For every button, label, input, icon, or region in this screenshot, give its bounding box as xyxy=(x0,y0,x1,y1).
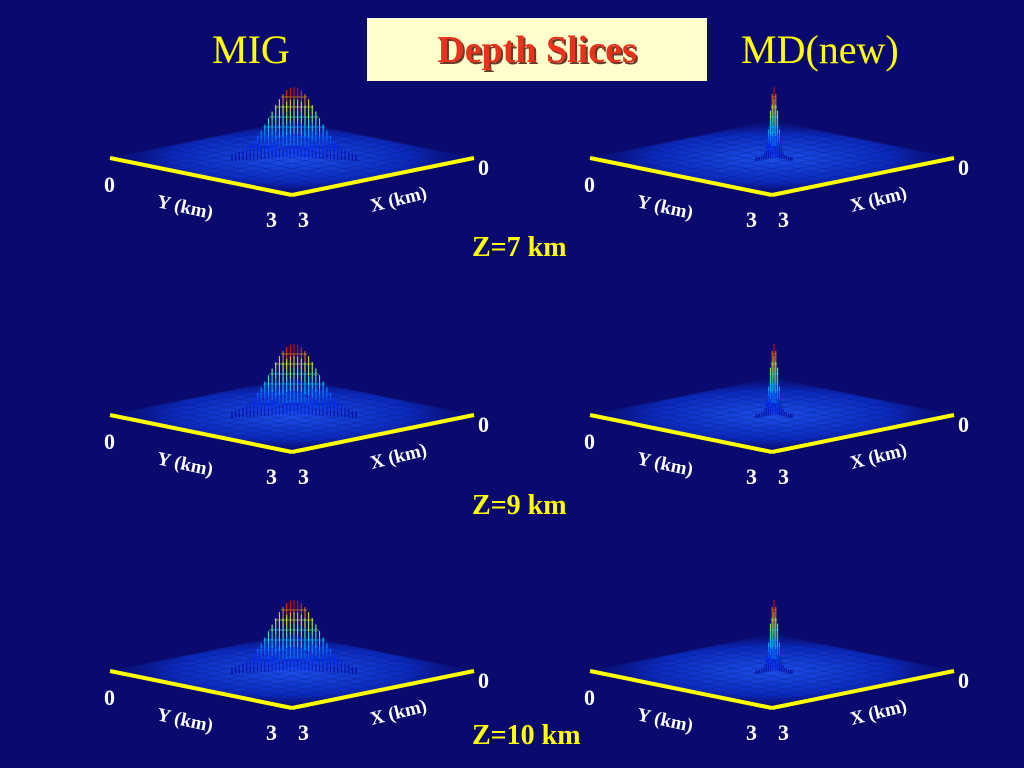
x-axis-start-label: 0 xyxy=(478,412,489,437)
x-axis-title: X (km) xyxy=(848,440,909,474)
x-axis-line xyxy=(291,413,475,454)
x-axis-start-label: 0 xyxy=(478,668,489,693)
x-axis-end-label: 3 xyxy=(298,720,309,745)
x-axis-start-label: 0 xyxy=(958,412,969,437)
y-axis-title: Y (km) xyxy=(635,448,695,480)
md-column-header: MD(new) xyxy=(741,27,899,72)
y-axis-start-label: 0 xyxy=(584,172,595,197)
y-axis-start-label: 0 xyxy=(104,429,115,454)
slide-title: Depth Slices xyxy=(437,28,637,71)
x-axis-end-label: 3 xyxy=(298,464,309,489)
y-axis-title: Y (km) xyxy=(155,191,215,223)
title-box: Depth Slices xyxy=(367,18,707,81)
surface-panel-3: 0 Y (km) 3 3 X (km) 0 xyxy=(104,344,489,489)
narrow-peak xyxy=(755,87,793,161)
y-axis-start-label: 0 xyxy=(584,685,595,710)
surface-mesh xyxy=(589,633,955,709)
x-axis-title: X (km) xyxy=(368,696,429,730)
mig-column-header: MIG xyxy=(212,27,290,72)
x-axis-line xyxy=(771,669,955,710)
x-axis-title: X (km) xyxy=(848,183,909,217)
y-axis-start-label: 0 xyxy=(104,172,115,197)
x-axis-line xyxy=(771,156,955,197)
x-axis-end-label: 3 xyxy=(298,207,309,232)
x-axis-end-label: 3 xyxy=(778,207,789,232)
x-axis-title: X (km) xyxy=(848,696,909,730)
depth-label-10km: Z=10 km xyxy=(472,720,581,751)
y-axis-end-label: 3 xyxy=(266,464,277,489)
y-axis-end-label: 3 xyxy=(746,720,757,745)
surface-panel-2: 0 Y (km) 3 3 X (km) 0 xyxy=(584,87,969,232)
x-axis-end-label: 3 xyxy=(778,720,789,745)
y-axis-title: Y (km) xyxy=(635,191,695,223)
surface-panel-1: 0 Y (km) 3 3 X (km) 0 xyxy=(104,87,489,232)
y-axis-line xyxy=(109,413,293,454)
y-axis-end-label: 3 xyxy=(266,207,277,232)
broad-peak xyxy=(231,344,357,418)
surface-panel-6: 0 Y (km) 3 3 X (km) 0 xyxy=(584,600,969,745)
y-axis-end-label: 3 xyxy=(266,720,277,745)
y-axis-title: Y (km) xyxy=(635,704,695,736)
y-axis-title: Y (km) xyxy=(155,448,215,480)
broad-peak xyxy=(231,600,357,674)
x-axis-title: X (km) xyxy=(368,183,429,217)
x-axis-line xyxy=(771,413,955,454)
surface-panel-5: 0 Y (km) 3 3 X (km) 0 xyxy=(104,600,489,745)
depth-label-9km: Z=9 km xyxy=(472,490,567,521)
x-axis-start-label: 0 xyxy=(958,668,969,693)
depth-label-7km: Z=7 km xyxy=(472,232,567,263)
surface-panel-4: 0 Y (km) 3 3 X (km) 0 xyxy=(584,344,969,489)
y-axis-title: Y (km) xyxy=(155,704,215,736)
x-axis-end-label: 3 xyxy=(778,464,789,489)
y-axis-line xyxy=(109,669,293,710)
y-axis-start-label: 0 xyxy=(104,685,115,710)
y-axis-line xyxy=(589,669,773,710)
y-axis-line xyxy=(109,156,293,197)
x-axis-title: X (km) xyxy=(368,440,429,474)
y-axis-end-label: 3 xyxy=(746,207,757,232)
x-axis-start-label: 0 xyxy=(478,155,489,180)
y-axis-line xyxy=(589,413,773,454)
broad-peak xyxy=(231,87,357,161)
x-axis-start-label: 0 xyxy=(958,155,969,180)
narrow-peak xyxy=(755,600,793,674)
y-axis-start-label: 0 xyxy=(584,429,595,454)
y-axis-end-label: 3 xyxy=(746,464,757,489)
y-axis-line xyxy=(589,156,773,197)
x-axis-line xyxy=(291,156,475,197)
x-axis-line xyxy=(291,669,475,710)
narrow-peak xyxy=(755,344,793,418)
